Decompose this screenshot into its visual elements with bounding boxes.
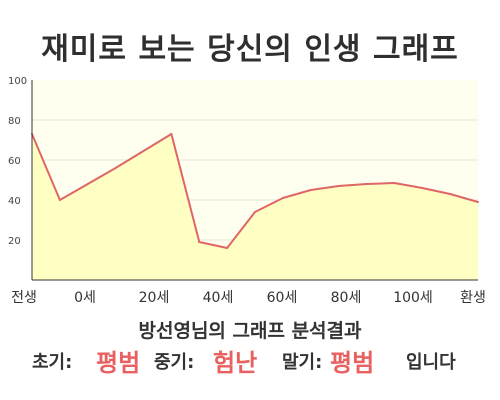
- y-tick-labels: 20 40 60 80 100: [8, 76, 27, 247]
- data-point: [477, 201, 479, 203]
- data-point: [198, 241, 201, 243]
- data-point: [421, 187, 424, 189]
- x-tick-labels: 전생 0세 20세 40세 60세 80세 100세 환생: [11, 290, 486, 306]
- data-point: [365, 183, 368, 185]
- x-tick-label: 60세: [267, 290, 298, 306]
- result-suffix: 입니다: [406, 352, 456, 373]
- y-tick-label: 20: [8, 236, 21, 247]
- y-tick-label: 40: [8, 196, 21, 207]
- data-point: [449, 193, 452, 195]
- life-area-fill: [32, 134, 478, 280]
- data-point: [114, 167, 117, 169]
- result-summary: 초기: 평범 중기: 험난 말기: 평범 입니다: [0, 346, 500, 380]
- data-point: [281, 197, 284, 199]
- y-tick-label: 60: [8, 156, 21, 167]
- data-point: [254, 211, 256, 213]
- data-point: [170, 133, 173, 135]
- y-tick-label: 80: [8, 116, 21, 127]
- early-label: 초기:: [32, 352, 73, 373]
- x-tick-label: 20세: [139, 290, 170, 306]
- x-tick-label: 환생: [460, 290, 486, 306]
- data-point: [393, 182, 396, 184]
- middle-value: 험난: [213, 349, 258, 377]
- x-tick-label: 전생: [11, 290, 37, 306]
- data-point: [337, 185, 340, 187]
- data-point: [58, 199, 61, 201]
- x-tick-label: 100세: [393, 290, 433, 306]
- middle-label: 중기:: [154, 352, 195, 373]
- x-tick-label: 40세: [203, 290, 234, 306]
- data-point: [309, 189, 312, 191]
- axes: [31, 80, 478, 281]
- late-value: 평범: [330, 349, 375, 377]
- data-point: [226, 247, 229, 249]
- x-tick-label: 0세: [74, 290, 96, 306]
- x-tick-label: 80세: [331, 290, 362, 306]
- result-subtitle: 방선영님의 그래프 분석결과: [138, 320, 362, 342]
- early-value: 평범: [96, 349, 141, 377]
- page-title: 재미로 보는 당신의 인생 그래프: [41, 32, 459, 67]
- y-tick-label: 100: [8, 76, 27, 87]
- late-label: 말기:: [282, 352, 323, 373]
